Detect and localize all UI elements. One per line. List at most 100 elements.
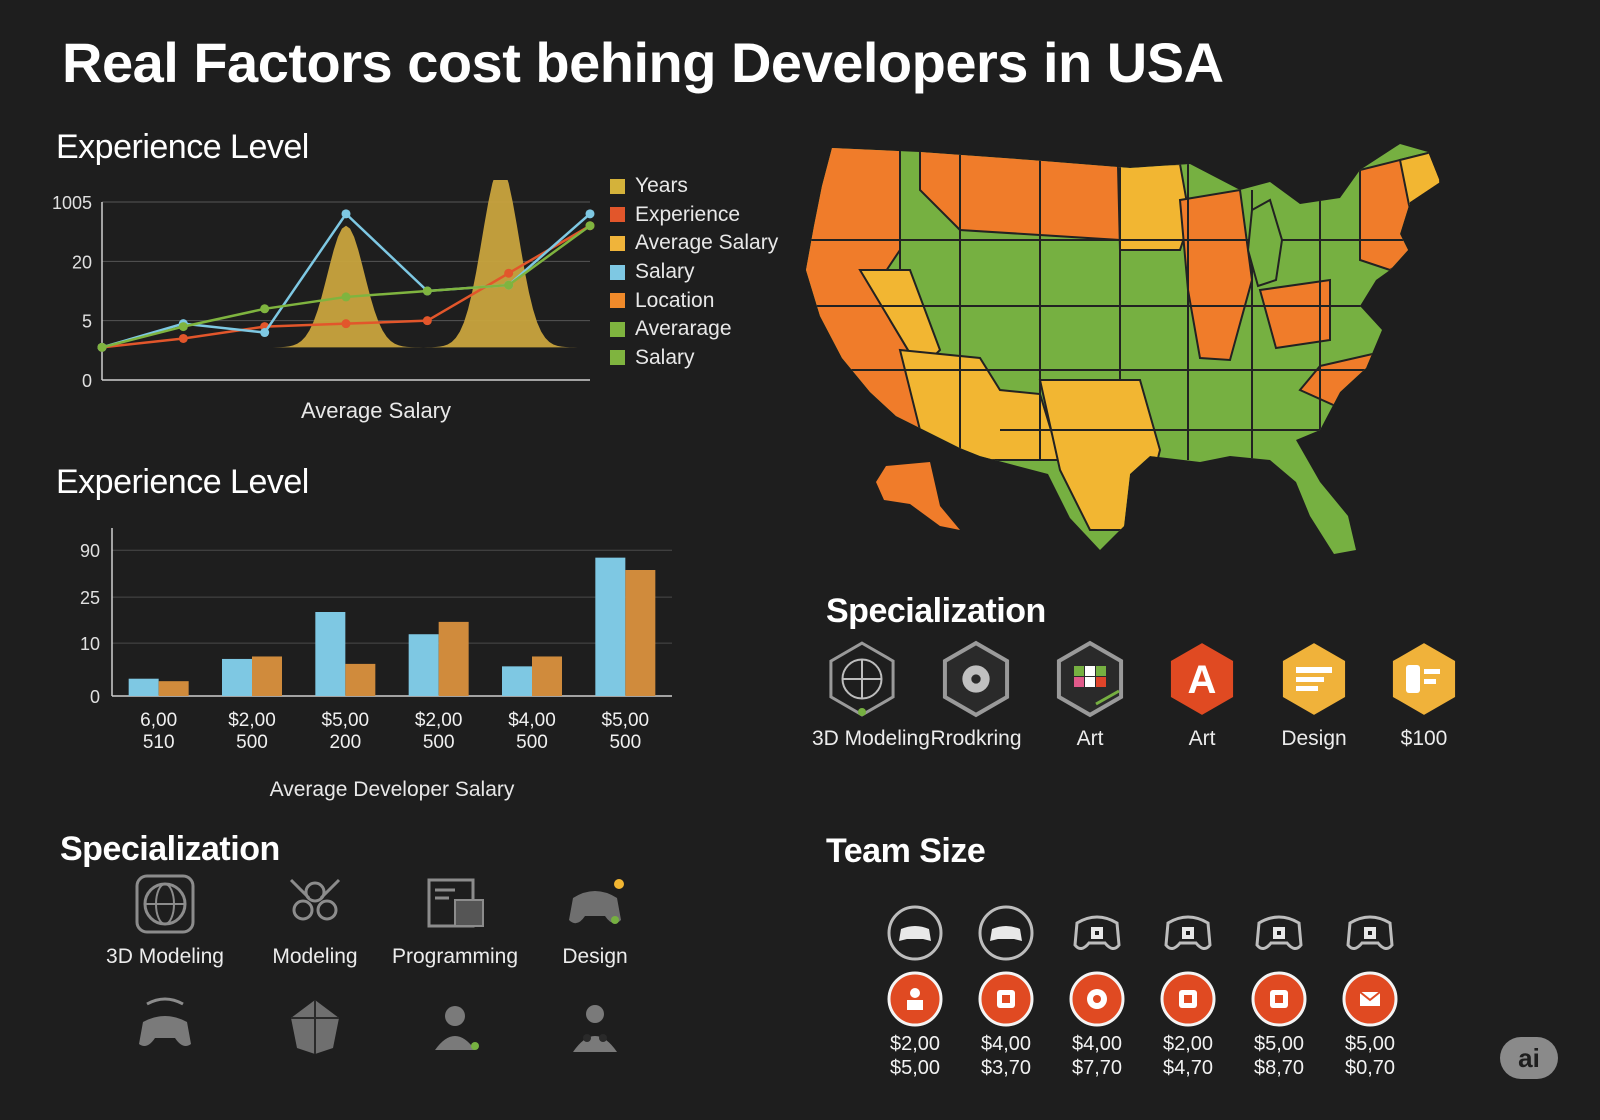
specialization-label: Art: [1188, 727, 1216, 750]
gamepad-icon: [1073, 915, 1121, 950]
x-tick-label: 200: [329, 732, 361, 753]
team-size-item: $5,00 $8,70: [1234, 904, 1324, 1080]
letter-a-icon: A: [1170, 643, 1234, 715]
legend-label: Location: [635, 288, 715, 312]
usa-map: [806, 144, 1440, 554]
chip-icon: [1160, 971, 1216, 1027]
legend-label: Average Salary: [635, 231, 779, 255]
legend-swatch: [610, 321, 625, 337]
legend-label: Salary: [635, 260, 695, 284]
team-size-item: $2,00 $4,70: [1143, 904, 1233, 1080]
y-tick-label: 10: [80, 634, 100, 654]
legend-label: Experience: [635, 202, 741, 226]
team-price-primary: $4,00: [1071, 1033, 1123, 1055]
bar: [595, 557, 626, 696]
x-tick-label: 500: [236, 732, 268, 753]
specialization-left-grid: 3D Modeling Modeling Programming Design: [90, 872, 670, 1072]
controller-icon: [887, 905, 943, 961]
team-size-item: $4,00 $3,70: [961, 904, 1051, 1080]
specialization-item: [520, 994, 670, 1063]
legend-item: Salary: [610, 258, 778, 287]
specialization-item: Design: [1264, 640, 1364, 751]
user-icon: [435, 1006, 479, 1050]
bar: [128, 678, 159, 696]
legend-label: Years: [635, 174, 688, 198]
legend-item: Location: [610, 286, 778, 315]
y-tick-label: 90: [80, 541, 100, 561]
specialization-item: Design: [520, 872, 670, 969]
data-point: [341, 209, 351, 219]
legend-label: Averarage: [635, 317, 732, 341]
x-tick-label: $5,00: [322, 710, 370, 731]
team-size-title: Team Size: [826, 832, 986, 870]
gamepad-icon: [1255, 915, 1303, 950]
y-tick-label: 1005: [52, 193, 92, 213]
specialization-label: Modeling: [272, 945, 358, 968]
team-price-primary: $4,00: [980, 1033, 1032, 1055]
specialization-right-title: Specialization: [826, 592, 1046, 630]
team-price-secondary: $5,00: [889, 1057, 941, 1079]
line-chart: 0 5 20 1005 Average Salary: [52, 180, 595, 423]
x-tick-label: $5,00: [602, 710, 650, 731]
specialization-item: Modeling: [240, 872, 390, 969]
x-tick-label: 500: [516, 732, 548, 753]
mail-icon: [1342, 971, 1398, 1027]
legend-item: Years: [610, 172, 778, 201]
team-price-secondary: $3,70: [980, 1057, 1032, 1079]
bar-chart: 01025906,00510$2,00500$5,00200$2,00500$4…: [80, 528, 672, 801]
code-window-icon: [427, 878, 484, 928]
bar: [502, 666, 532, 696]
bar: [345, 663, 376, 696]
bar: [158, 681, 189, 696]
data-point: [504, 268, 514, 278]
team-price-primary: $5,00: [1344, 1033, 1396, 1055]
legend-swatch: [610, 350, 625, 366]
team-size-grid: $2,00 $5,00 $4,00 $3,70 $4,00 $7,70 $2,00 $4,70…: [870, 904, 1430, 1094]
gamepad-icon: [1346, 915, 1394, 950]
shield-mesh-icon: [291, 1000, 339, 1054]
network-nodes-icon: [289, 878, 341, 921]
y-tick-label: 0: [82, 371, 92, 391]
data-point: [341, 292, 351, 302]
x-tick-label: $2,00: [415, 710, 463, 731]
data-point: [585, 209, 595, 219]
data-point: [422, 286, 432, 296]
specialization-label: Design: [1281, 727, 1347, 750]
legend-item: Experience: [610, 201, 778, 230]
legend-swatch: [610, 264, 625, 280]
team-price-secondary: $4,70: [1162, 1057, 1214, 1079]
wireframe-globe-icon: [829, 641, 895, 717]
legend-item: Salary: [610, 344, 778, 373]
page-title: Real Factors cost behing Developers in U…: [62, 31, 1224, 94]
data-point: [178, 333, 188, 343]
y-tick-label: 25: [80, 588, 100, 608]
team-price-primary: $2,00: [889, 1033, 941, 1055]
specialization-label: Programming: [391, 945, 519, 968]
specialization-item: 3D Modeling: [90, 872, 240, 969]
specialization-item: [380, 994, 530, 1063]
specialization-item: Programming: [380, 872, 530, 969]
x-tick-label: $2,00: [228, 710, 276, 731]
specialization-item: Art: [1040, 640, 1140, 751]
specialization-label: 3D Modeling: [106, 945, 224, 968]
pixel-grid-icon: [1056, 640, 1124, 718]
bar: [252, 656, 282, 696]
gear-icon: [1069, 971, 1125, 1027]
y-tick-label: 0: [90, 687, 100, 707]
data-point: [585, 221, 595, 231]
team-size-item: $5,00 $0,70: [1325, 904, 1415, 1080]
team-price-primary: $5,00: [1253, 1033, 1305, 1055]
specialization-label: Art: [1076, 727, 1104, 750]
controller-icon: [139, 997, 191, 1046]
bar: [408, 634, 439, 696]
team-size-item: $2,00 $5,00: [870, 904, 960, 1080]
legend-item: Average Salary: [610, 229, 778, 258]
specialization-item: 3D Modeling: [812, 640, 930, 751]
globe-icon: [135, 874, 195, 934]
specialization-item: [90, 994, 240, 1063]
specialization-label: 3D Modeling: [812, 727, 930, 750]
specialization-label: Design: [562, 945, 628, 968]
line-chart-title: Experience Level: [56, 128, 309, 166]
calendar-icon: [978, 971, 1034, 1027]
team-size-item: $4,00 $7,70: [1052, 904, 1142, 1080]
